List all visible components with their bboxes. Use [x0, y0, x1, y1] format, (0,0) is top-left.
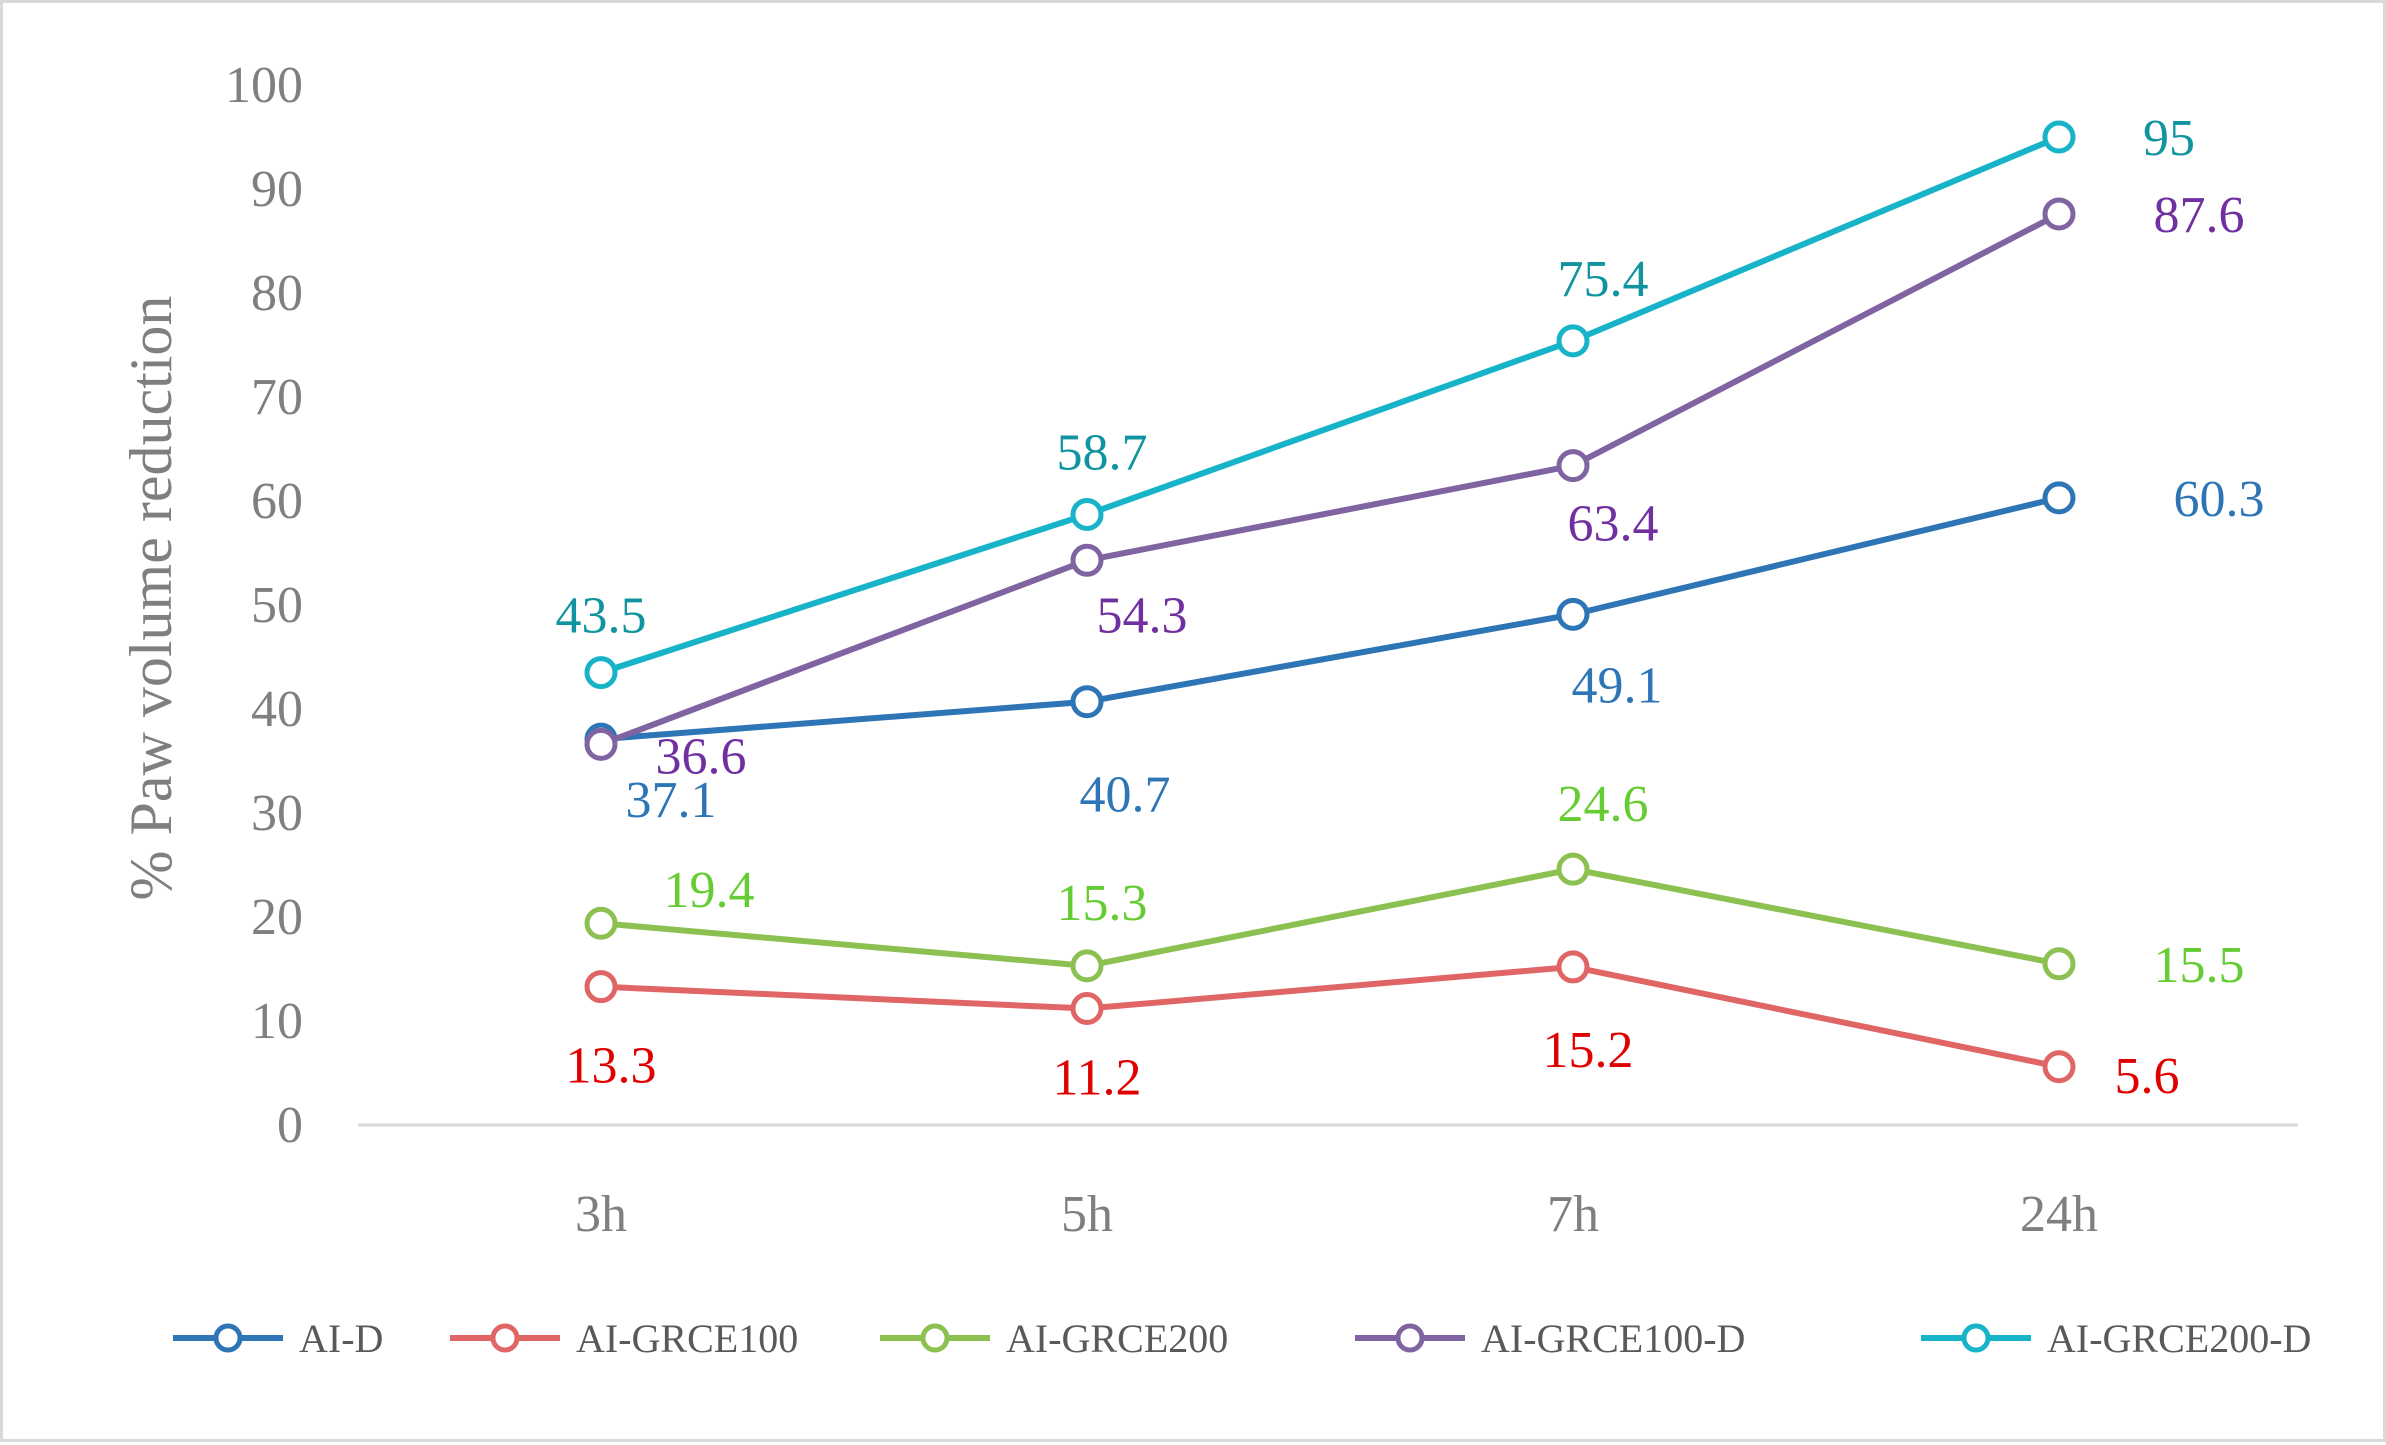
series-line [600, 866, 2060, 969]
legend-marker [920, 1323, 950, 1353]
y-tick-label: 20 [251, 889, 303, 946]
data-point [584, 727, 618, 761]
data-label: 95 [2143, 110, 2195, 167]
series-line [600, 134, 2061, 676]
data-label: 40.7 [1080, 767, 1171, 824]
data-label: 13.3 [566, 1038, 657, 1095]
line-chart: 0 10 20 30 40 50 60 70 80 90 100 3h 5h 7h 24h % Paw v… [118, 57, 2311, 1361]
x-axis-ticks: 3h 5h 7h 24h [575, 1186, 2098, 1243]
data-point [584, 906, 618, 940]
data-point [1556, 597, 1590, 631]
data-label: 5.6 [2115, 1048, 2180, 1105]
data-point [584, 656, 618, 690]
data-label: 60.3 [2174, 471, 2265, 528]
data-label: 15.5 [2154, 937, 2245, 994]
data-label: 58.7 [1057, 425, 1148, 482]
y-tick-label: 100 [225, 57, 303, 114]
data-point [1556, 324, 1590, 358]
data-label: 24.6 [1558, 776, 1649, 833]
data-point [584, 970, 618, 1004]
data-label: 54.3 [1097, 587, 1188, 644]
data-point [2042, 947, 2076, 981]
series-line [600, 494, 2060, 743]
data-point [1070, 685, 1104, 719]
y-axis-ticks: 0 10 20 30 40 50 60 70 80 90 100 [225, 57, 303, 1154]
data-point [1070, 543, 1104, 577]
y-tick-label: 0 [277, 1097, 303, 1154]
data-label: 11.2 [1052, 1050, 1141, 1107]
y-tick-label: 60 [251, 473, 303, 530]
data-point [2042, 481, 2076, 515]
series-layer [584, 120, 2076, 1084]
data-label: 15.3 [1057, 875, 1148, 932]
y-tick-label: 90 [251, 161, 303, 218]
x-tick-label: 7h [1547, 1186, 1599, 1243]
data-label: 63.4 [1568, 496, 1659, 553]
y-tick-label: 30 [251, 785, 303, 842]
data-label: 75.4 [1558, 251, 1649, 308]
data-point [1556, 449, 1590, 483]
data-point [1556, 852, 1590, 886]
data-point [1556, 950, 1590, 984]
data-label: 36.6 [656, 728, 747, 785]
data-label: 43.5 [556, 588, 647, 645]
data-label: 19.4 [664, 862, 755, 919]
data-point [2042, 197, 2076, 231]
series-line [600, 963, 2060, 1070]
y-axis-title: % Paw volume reduction [118, 296, 184, 901]
y-tick-label: 50 [251, 577, 303, 634]
legend-label: AI-D [299, 1316, 383, 1361]
data-label: 15.2 [1543, 1022, 1634, 1079]
data-label: 49.1 [1572, 657, 1663, 714]
data-labels-layer: 37.1 40.7 49.1 60.3 13.3 11.2 15.2 5.6 19.4 15.3 2… [556, 110, 2265, 1107]
data-label: 37.1 [626, 772, 717, 829]
data-label: 87.6 [2154, 187, 2245, 244]
legend-marker [1961, 1323, 1991, 1353]
y-tick-label: 70 [251, 369, 303, 426]
legend-marker [1395, 1323, 1425, 1353]
legend: AI-D AI-GRCE100 AI-GRCE200 AI-GRCE100-D AI-G… [173, 1316, 2311, 1361]
legend-marker [213, 1323, 243, 1353]
series-line [599, 211, 2061, 748]
legend-label: AI-GRCE200-D [2047, 1316, 2311, 1361]
y-tick-label: 40 [251, 681, 303, 738]
x-tick-label: 3h [575, 1186, 627, 1243]
data-point [2042, 1050, 2076, 1084]
x-tick-label: 24h [2020, 1186, 2098, 1243]
legend-marker [490, 1323, 520, 1353]
legend-label: AI-GRCE100 [576, 1316, 798, 1361]
legend-label: AI-GRCE100-D [1481, 1316, 1745, 1361]
legend-label: AI-GRCE200 [1006, 1316, 1228, 1361]
y-tick-label: 10 [251, 993, 303, 1050]
y-tick-label: 80 [251, 265, 303, 322]
data-point [1070, 992, 1104, 1026]
data-point [2042, 120, 2076, 154]
x-tick-label: 5h [1061, 1186, 1113, 1243]
data-point [1070, 949, 1104, 983]
data-point [1070, 498, 1104, 532]
